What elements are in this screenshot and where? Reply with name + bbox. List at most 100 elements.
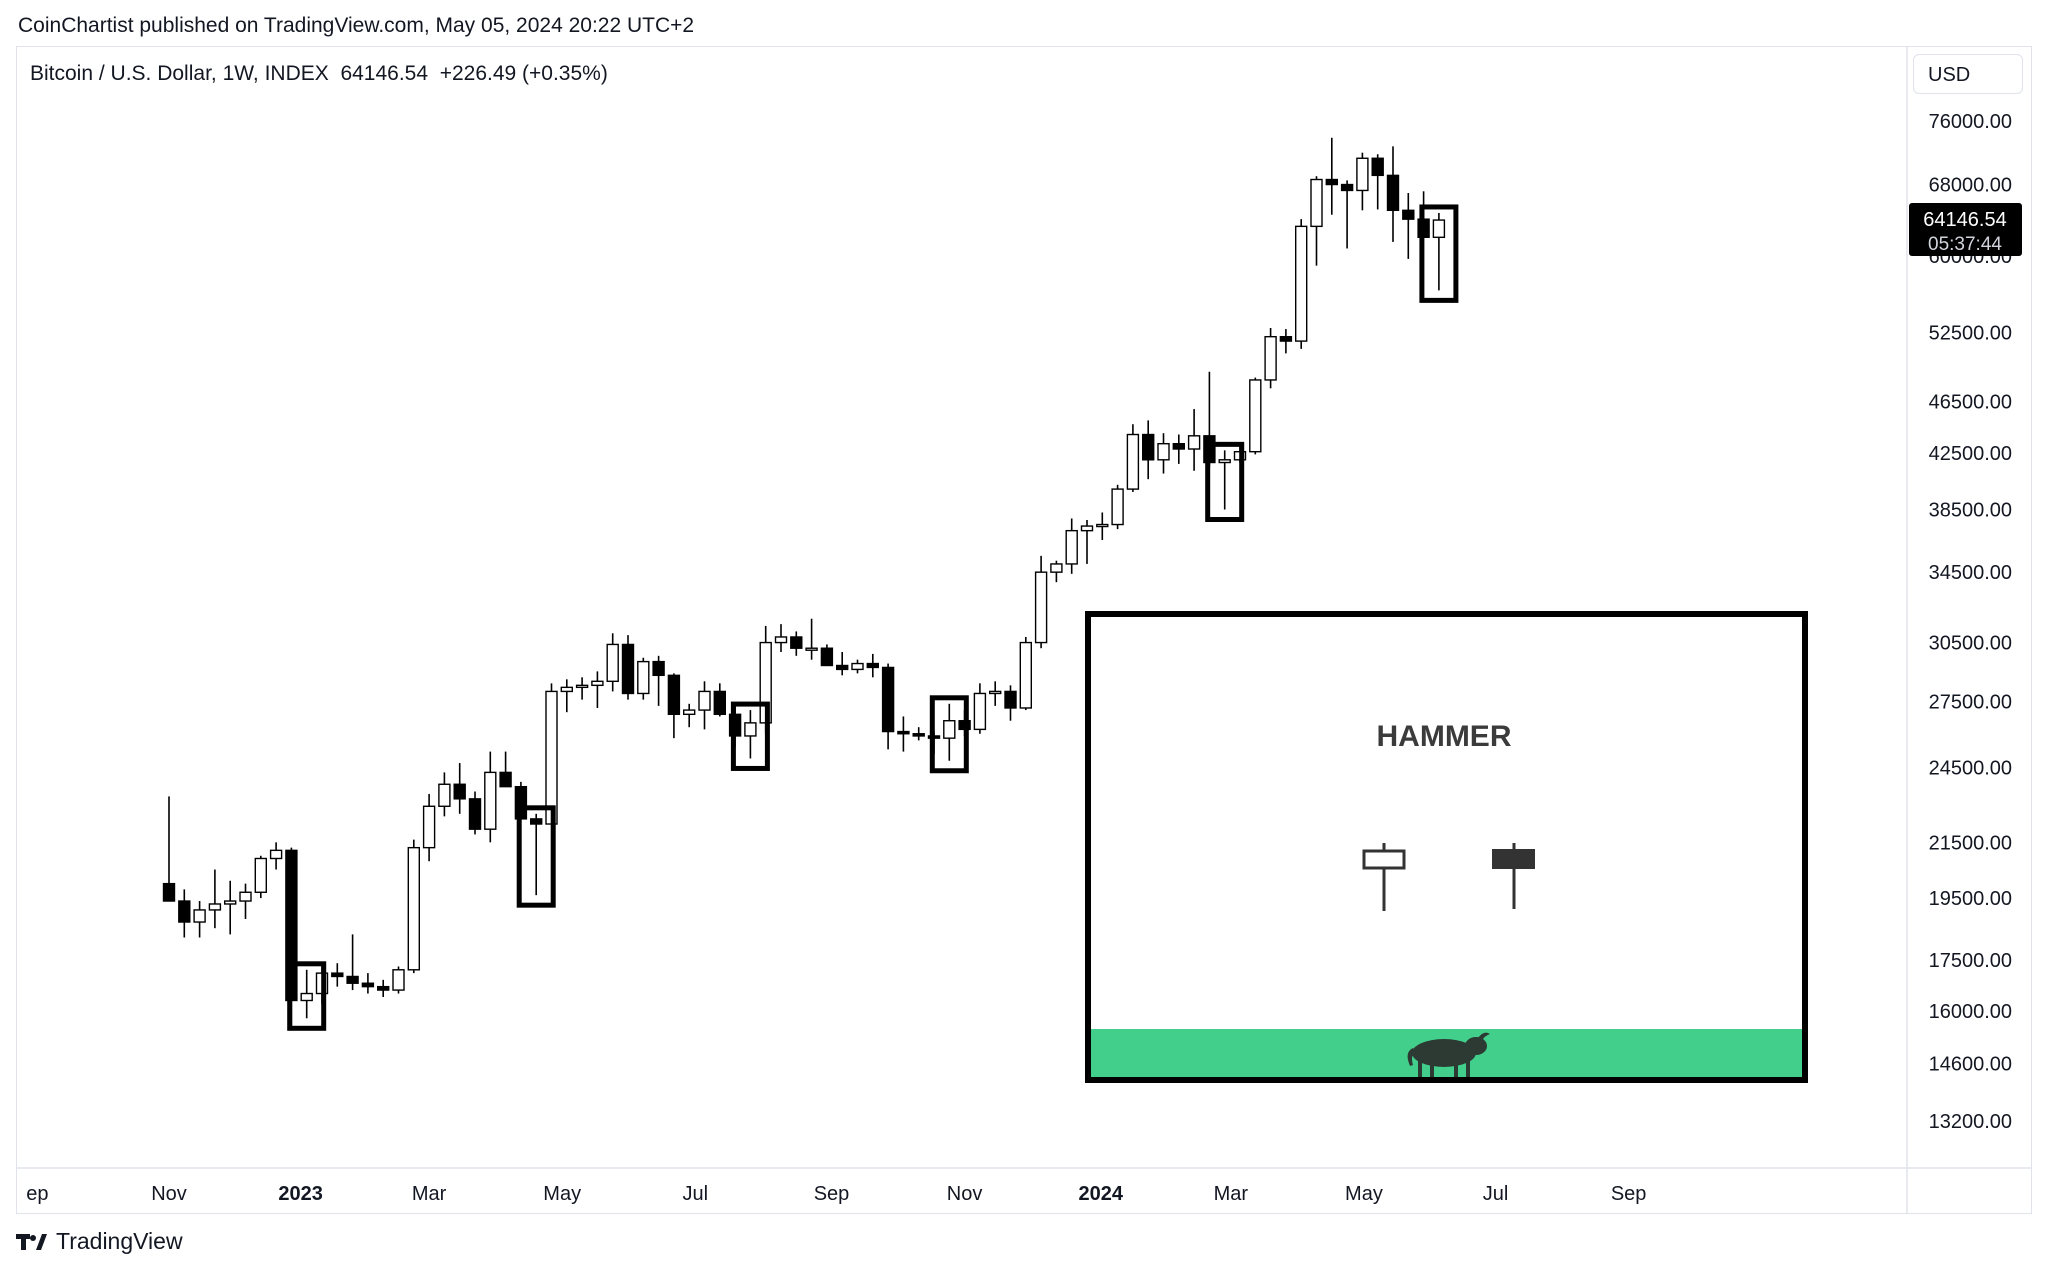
candle-body-down bbox=[866, 662, 879, 669]
candle bbox=[805, 618, 818, 660]
candle-body-up bbox=[1432, 219, 1446, 239]
candle-body-down bbox=[453, 783, 466, 800]
time-tick-label: Mar bbox=[1214, 1183, 1249, 1205]
hammer-bearish-icon bbox=[1492, 843, 1535, 909]
price-tick-label: 76000.00 bbox=[1929, 111, 2012, 133]
candle-body-up bbox=[805, 647, 818, 651]
tradingview-logo[interactable]: TradingView bbox=[16, 1228, 183, 1255]
price-axis[interactable]: 76000.0068000.0060000.0052500.0046500.00… bbox=[1929, 111, 2012, 1133]
candle-body-down bbox=[1386, 174, 1400, 212]
candle bbox=[392, 966, 405, 994]
candle bbox=[377, 979, 390, 997]
candle-body-down bbox=[1004, 690, 1017, 709]
candle bbox=[223, 880, 237, 935]
candle-body-down bbox=[499, 771, 512, 788]
hammer-highlight-box bbox=[1205, 441, 1245, 522]
candle-body-up bbox=[637, 660, 650, 695]
candle bbox=[1310, 176, 1323, 266]
candle-body-up bbox=[698, 690, 711, 711]
candle-body-up bbox=[591, 680, 604, 687]
candle-body-up bbox=[1310, 178, 1323, 228]
time-tick-label: Nov bbox=[947, 1183, 983, 1205]
candle bbox=[530, 813, 543, 896]
time-tick-label: Sep bbox=[1611, 1183, 1647, 1205]
candle-body-up bbox=[269, 849, 283, 860]
candle-body-up bbox=[1080, 525, 1094, 532]
candle-body-down bbox=[468, 798, 482, 830]
price-tick-label: 52500.00 bbox=[1929, 322, 2012, 344]
candle-body-up bbox=[774, 636, 788, 644]
bar-countdown: 05:37:44 bbox=[1928, 234, 2002, 255]
candle-body-up bbox=[239, 891, 252, 902]
price-tick-label: 13200.00 bbox=[1929, 1111, 2012, 1133]
price-tick-label: 27500.00 bbox=[1929, 692, 2012, 714]
candle-body-up bbox=[744, 722, 757, 737]
price-tick-label: 68000.00 bbox=[1929, 175, 2012, 197]
candle bbox=[1187, 409, 1201, 471]
candle-body-up bbox=[254, 857, 268, 893]
candle bbox=[1432, 212, 1446, 291]
hammer-highlight-box bbox=[1419, 204, 1459, 303]
candle-body-up bbox=[1096, 523, 1109, 528]
candle bbox=[1065, 518, 1078, 574]
hammer-highlight-box bbox=[516, 805, 556, 908]
candle-body-up bbox=[1034, 571, 1048, 644]
price-tick-label: 24500.00 bbox=[1929, 758, 2012, 780]
time-axis[interactable]: ep Nov 2023 Mar May Jul Sep Nov 2024 Mar May Jul Sep bbox=[26, 1183, 1646, 1205]
candle bbox=[1356, 152, 1369, 211]
candle-body-down bbox=[1141, 433, 1155, 461]
candle bbox=[1034, 555, 1048, 649]
candle bbox=[1019, 636, 1032, 711]
time-tick-label: Jul bbox=[1483, 1183, 1509, 1205]
candle bbox=[667, 673, 681, 739]
currency-button[interactable]: USD bbox=[1913, 54, 2023, 94]
candle bbox=[1141, 420, 1155, 480]
inset-title: HAMMER bbox=[1377, 720, 1512, 753]
candle bbox=[591, 671, 604, 708]
time-tick-label: Nov bbox=[151, 1183, 187, 1205]
symbol-name: Bitcoin / U.S. Dollar, 1W, INDEX bbox=[30, 62, 329, 85]
candle-body-up bbox=[223, 900, 237, 905]
candle bbox=[1325, 137, 1339, 215]
candle bbox=[881, 663, 895, 750]
candle bbox=[1340, 180, 1354, 249]
time-tick-label: 2023 bbox=[278, 1183, 323, 1205]
price-tick-label: 42500.00 bbox=[1929, 443, 2012, 465]
candle bbox=[361, 973, 375, 994]
candle bbox=[698, 681, 711, 730]
candle-body-down bbox=[1279, 335, 1293, 342]
candle bbox=[1096, 512, 1109, 540]
candle bbox=[499, 751, 512, 788]
candle bbox=[208, 869, 222, 929]
price-tick-label: 30500.00 bbox=[1929, 633, 2012, 655]
candle-body-up bbox=[989, 690, 1002, 695]
time-tick-label: May bbox=[1345, 1183, 1383, 1205]
candle-body-up bbox=[392, 969, 405, 991]
candle bbox=[943, 703, 956, 761]
candle-body-down bbox=[912, 733, 925, 737]
candle bbox=[637, 657, 650, 700]
candle-body-down bbox=[331, 972, 344, 978]
candle bbox=[331, 963, 344, 987]
candle bbox=[545, 683, 558, 825]
candle bbox=[162, 796, 176, 902]
candle bbox=[407, 839, 420, 974]
candle-body-up bbox=[575, 684, 589, 689]
candle bbox=[989, 681, 1002, 706]
candle bbox=[1111, 484, 1124, 530]
candle-body-up bbox=[1050, 563, 1063, 573]
time-tick-label: 2024 bbox=[1079, 1183, 1124, 1205]
candle-body-down bbox=[621, 643, 635, 695]
candle bbox=[683, 703, 696, 728]
tradingview-brand: TradingView bbox=[56, 1228, 183, 1254]
hammer-highlight-box bbox=[929, 695, 969, 774]
candle bbox=[973, 683, 987, 734]
last-price: 64146.54 bbox=[340, 62, 429, 85]
candle bbox=[239, 883, 252, 919]
highlight-boxes bbox=[287, 204, 1459, 1031]
candle-body-up bbox=[943, 720, 956, 739]
candle bbox=[468, 791, 482, 835]
tradingview-logo-icon bbox=[16, 1233, 47, 1250]
candle bbox=[912, 727, 925, 741]
